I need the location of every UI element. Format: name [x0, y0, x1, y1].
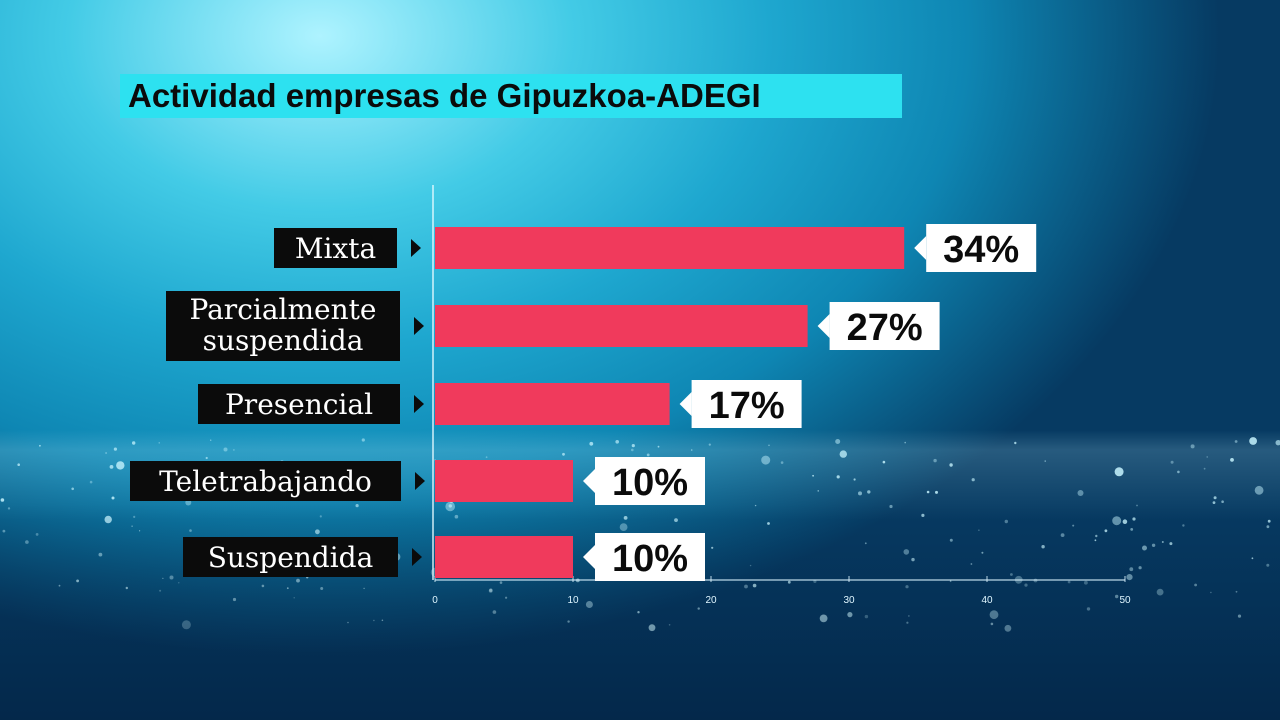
value-label: 27% — [847, 307, 923, 349]
category-label: Presencial — [225, 388, 373, 421]
value-callout-box — [595, 457, 705, 505]
bar — [435, 536, 573, 578]
value-label: 10% — [612, 538, 688, 580]
bar — [435, 305, 808, 347]
bar — [435, 383, 670, 425]
category-label-box — [166, 291, 400, 361]
value-callout-box — [595, 533, 705, 581]
value-callout-pointer — [817, 314, 830, 338]
value-label: 17% — [709, 385, 785, 427]
bar-row: Suspendida 10% — [183, 533, 705, 581]
category-pointer-arrow — [414, 395, 424, 413]
value-callout-pointer — [583, 469, 595, 493]
category-pointer-arrow — [415, 472, 425, 490]
x-tick-label: 40 — [981, 595, 993, 606]
category-label-box — [274, 228, 397, 268]
category-pointer-arrow — [412, 548, 422, 566]
category-label-box — [130, 461, 401, 501]
value-label: 34% — [943, 229, 1019, 271]
value-callout-pointer — [914, 236, 927, 260]
x-tick-label: 10 — [567, 595, 579, 606]
bar-row: Teletrabajando 10% — [130, 457, 705, 505]
category-label: Mixta — [295, 232, 376, 265]
value-callout-box — [691, 380, 802, 428]
bar-row: Mixta 34% — [274, 224, 1037, 272]
title-banner: Actividad empresas de Gipuzkoa-ADEGI — [120, 74, 902, 118]
category-label-line: Parcialmente — [190, 293, 377, 326]
category-label: Teletrabajando — [159, 465, 372, 498]
bar-row: Presencial 17% — [198, 380, 802, 428]
bar — [435, 227, 905, 269]
x-tick-label: 0 — [432, 595, 438, 606]
x-tick-label: 30 — [843, 595, 855, 606]
x-tick-label: 50 — [1119, 595, 1131, 606]
category-pointer-arrow — [414, 317, 424, 335]
category-label-line: suspendida — [203, 324, 364, 357]
value-callout-box — [829, 302, 940, 350]
category-pointer-arrow — [411, 239, 421, 257]
bar — [435, 460, 573, 502]
category-label: Suspendida — [208, 541, 374, 574]
value-callout-box — [926, 224, 1037, 272]
category-label-box — [198, 384, 400, 424]
value-callout-pointer — [679, 392, 692, 416]
value-callout-pointer — [583, 545, 595, 569]
value-label: 10% — [612, 462, 688, 504]
x-tick-label: 20 — [705, 595, 717, 606]
chart-title: Actividad empresas de Gipuzkoa-ADEGI — [128, 77, 761, 114]
category-label-box — [183, 537, 398, 577]
